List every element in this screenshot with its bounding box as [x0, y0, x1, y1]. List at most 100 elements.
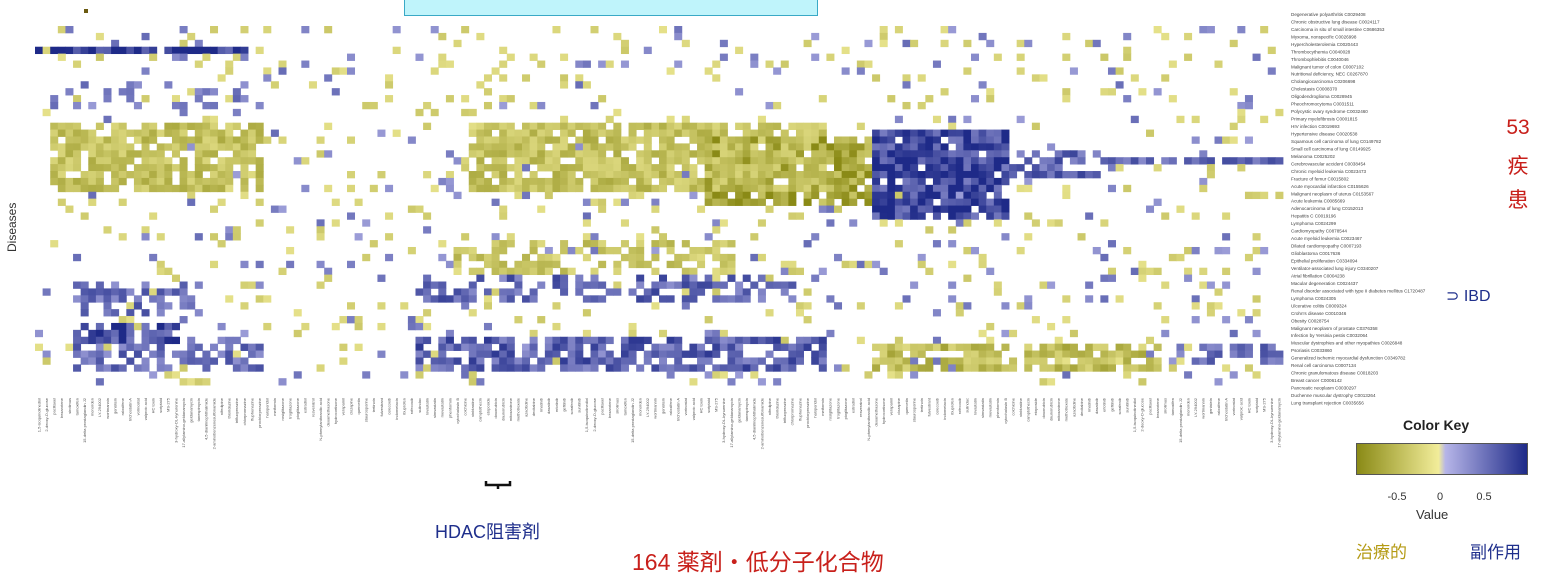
heatmap-cell	[841, 177, 850, 186]
heatmap-cell	[529, 336, 538, 345]
heatmap-cell	[423, 364, 432, 372]
heatmap-cell	[217, 198, 226, 206]
heatmap-cell	[765, 157, 774, 165]
heatmap-cell	[780, 129, 789, 137]
heatmap-cell	[560, 171, 569, 179]
heatmap-cell	[788, 267, 797, 276]
heatmap-cell	[773, 164, 782, 172]
heatmap-cell	[704, 177, 713, 186]
heatmap-cell	[331, 322, 340, 331]
heatmap-cell	[917, 157, 926, 165]
heatmap-cell	[537, 101, 546, 110]
heatmap-cell	[575, 60, 584, 68]
heatmap-cell	[971, 343, 980, 351]
heatmap-cell	[719, 53, 728, 61]
heatmap-cell	[575, 157, 584, 165]
heatmap-cell	[141, 157, 150, 165]
heatmap-cell	[1047, 350, 1056, 358]
heatmap-cell	[818, 136, 827, 144]
heatmap-cell	[811, 32, 820, 41]
heatmap-cell	[438, 32, 447, 41]
heatmap-cell	[978, 191, 987, 200]
heatmap-cell	[742, 336, 751, 345]
heatmap-cell	[955, 357, 964, 365]
heatmap-cell	[133, 164, 142, 172]
heatmap-cell	[1001, 171, 1010, 179]
drug-label: scriptaid	[706, 398, 711, 413]
heatmap-cell	[765, 171, 774, 179]
heatmap-cell	[560, 143, 569, 151]
heatmap-cell	[316, 226, 325, 234]
heatmap-cell	[757, 336, 766, 345]
heatmap-cell	[187, 122, 196, 130]
drug-label: metformin	[820, 398, 825, 416]
heatmap-cell	[73, 164, 82, 172]
heatmap-cell	[887, 177, 896, 186]
heatmap-cell	[841, 164, 850, 172]
heatmap-cell	[902, 198, 911, 206]
heatmap-cell	[613, 108, 622, 117]
heatmap-cell	[1229, 371, 1238, 379]
heatmap-cell	[552, 157, 561, 165]
hdac-bracket	[484, 481, 512, 489]
heatmap-cell	[73, 101, 82, 110]
heatmap-cell	[719, 219, 728, 227]
heatmap-cell	[1275, 157, 1284, 165]
disease-label: Acute myeloid leukemia C0023467	[1291, 236, 1362, 241]
heatmap-cell	[225, 357, 234, 365]
heatmap-cell	[697, 364, 706, 372]
heatmap-cell	[468, 246, 477, 255]
heatmap-cell	[133, 302, 142, 310]
heatmap-cell	[818, 150, 827, 158]
heatmap-cell	[1001, 205, 1010, 213]
heatmap-cell	[1244, 136, 1253, 144]
drug-label: rofecoxib	[409, 397, 414, 414]
heatmap-cell	[240, 46, 249, 55]
heatmap-cell	[80, 322, 89, 331]
heatmap-cell	[575, 357, 584, 365]
heatmap-cell	[598, 60, 607, 68]
drug-label: vinblastine	[470, 397, 475, 417]
heatmap-cell	[902, 212, 911, 220]
heatmap-cell	[689, 281, 698, 289]
heatmap-cell	[1138, 157, 1147, 165]
heatmap-cell	[179, 39, 188, 48]
heatmap-cell	[529, 350, 538, 358]
drug-label: gefitinib	[1109, 397, 1114, 412]
heatmap-cell	[674, 260, 683, 269]
drug-label: troglitazone	[287, 397, 292, 418]
heatmap-cell	[712, 60, 721, 68]
heatmap-cell	[773, 198, 782, 206]
heatmap-cell	[894, 115, 903, 124]
heatmap-cell	[103, 184, 112, 193]
heatmap-cell	[955, 164, 964, 172]
heatmap-cell	[902, 191, 911, 200]
heatmap-cell	[445, 357, 454, 365]
heatmap-cell	[856, 67, 865, 75]
drug-label: scriptaid	[158, 398, 163, 413]
heatmap-cell	[50, 240, 59, 248]
heatmap-cell	[887, 350, 896, 358]
drug-label: clozapine	[896, 397, 901, 415]
heatmap-cell	[445, 177, 454, 186]
heatmap-cell	[95, 329, 104, 338]
heatmap-cell	[1085, 281, 1094, 289]
heatmap-cell	[537, 240, 546, 248]
drug-label: geldanamycin	[736, 398, 741, 423]
disease-label: Primary myelofibrosis C0001815	[1291, 117, 1358, 122]
drug-label: methotrexate	[1064, 397, 1069, 421]
heatmap-cell	[225, 143, 234, 151]
heatmap-cell	[1146, 129, 1155, 137]
heatmap-cell	[1146, 336, 1155, 345]
heatmap-cell	[1107, 88, 1116, 96]
heatmap-cell	[1214, 350, 1223, 358]
heatmap-cell	[978, 129, 987, 137]
heatmap-cell	[978, 171, 987, 179]
heatmap-cell	[544, 336, 553, 345]
heatmap-cell	[118, 295, 127, 303]
heatmap-cell	[111, 164, 120, 172]
heatmap-cell	[164, 288, 173, 296]
heatmap-cell	[628, 322, 637, 331]
color-key-gradient	[1356, 443, 1528, 475]
heatmap-cell	[636, 246, 645, 255]
